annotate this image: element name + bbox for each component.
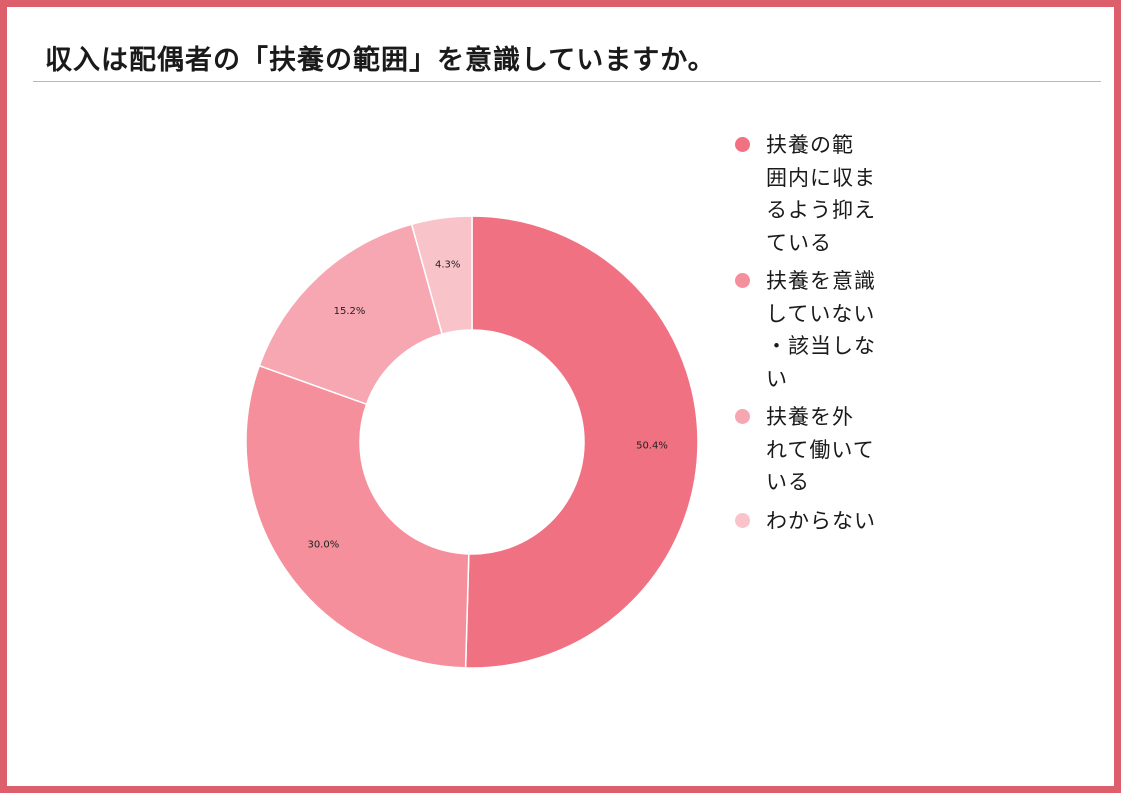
donut-slice	[410, 215, 473, 335]
legend-marker	[735, 409, 750, 424]
legend-item: 扶養の範 囲内に収ま るよう抑え ている	[735, 129, 905, 259]
legend-item: わからない	[735, 505, 905, 538]
title-divider	[33, 81, 1101, 82]
legend-label: 扶養の範 囲内に収ま るよう抑え ている	[766, 133, 876, 255]
slice-value-label: 50.4%	[636, 441, 668, 452]
legend-label: 扶養を意識 していない ・該当しな い	[766, 269, 876, 391]
chart-title: 収入は配偶者の「扶養の範囲」を意識していますか。	[45, 45, 716, 76]
donut-slice	[464, 215, 699, 669]
legend-label: 扶養を外 れて働いて いる	[766, 405, 875, 494]
legend-label: わからない	[766, 508, 876, 533]
legend-item: 扶養を外 れて働いて いる	[735, 401, 905, 499]
slice-value-label: 4.3%	[435, 260, 460, 271]
legend-marker	[735, 137, 750, 152]
slice-value-label: 15.2%	[334, 306, 366, 317]
legend-marker	[735, 512, 750, 528]
legend-item: 扶養を意識 していない ・該当しな い	[735, 265, 905, 395]
donut-slice	[245, 364, 470, 669]
legend: 扶養の範 囲内に収ま るよう抑え ている 扶養を意識 していない ・該当しな い…	[735, 129, 905, 543]
slice-value-label: 30.0%	[307, 539, 339, 550]
donut-slice	[258, 223, 444, 406]
legend-marker	[735, 273, 750, 288]
donut-chart: 50.4% 30.0% 15.2% 4.3%	[245, 215, 699, 669]
